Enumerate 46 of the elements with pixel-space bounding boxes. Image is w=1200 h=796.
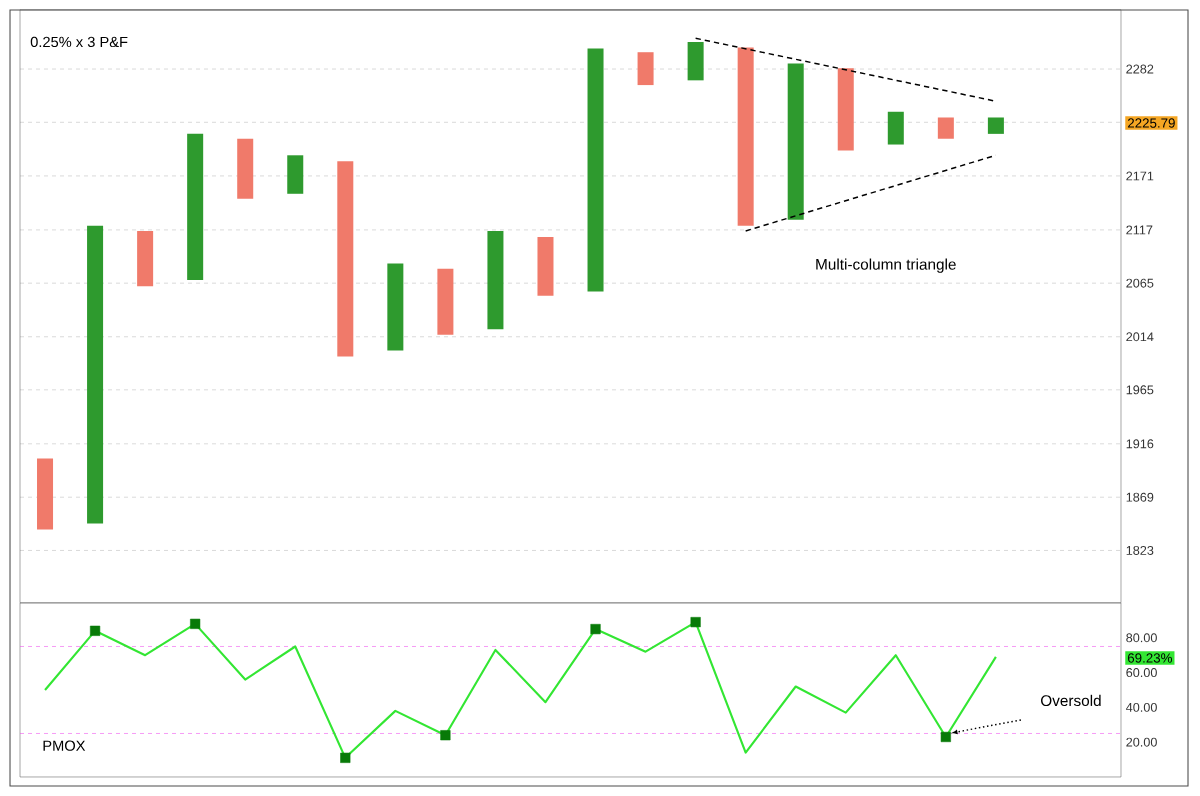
- y-tick-label: 1916: [1126, 439, 1154, 449]
- y-tick-label: 2171: [1126, 171, 1154, 181]
- y-tick-label: 1869: [1126, 492, 1154, 502]
- bar: [37, 458, 54, 530]
- text: PMOX: [43, 740, 86, 751]
- text: 69.23%: [1127, 653, 1173, 663]
- bar: [687, 41, 704, 81]
- text: 0.25% x 3 P&F: [30, 36, 128, 48]
- bar: [237, 138, 254, 199]
- bar: [287, 155, 304, 194]
- point: [440, 730, 451, 741]
- y-tick-label: 1965: [1126, 385, 1154, 395]
- bar: [987, 117, 1004, 134]
- annotation: Oversold: [1041, 694, 1101, 707]
- bar: [487, 230, 504, 330]
- bar: [137, 230, 154, 287]
- bar: [837, 68, 854, 151]
- y-tick-label: 40.00: [1126, 702, 1157, 712]
- y-tick-label: 1823: [1126, 545, 1154, 555]
- y-tick-label: 2117: [1126, 225, 1153, 235]
- point: [90, 625, 101, 636]
- bar: [637, 52, 654, 86]
- bar: [387, 263, 404, 351]
- y-tick-label: 60.00: [1126, 668, 1157, 678]
- y-tick-label: 20.00: [1126, 737, 1157, 747]
- bar: [887, 111, 904, 145]
- bar: [537, 237, 554, 296]
- bar: [787, 63, 804, 220]
- bar: [87, 225, 104, 524]
- bar: [437, 268, 454, 335]
- annotation: Multi-column triangle: [816, 258, 956, 273]
- point: [190, 618, 201, 629]
- point: [940, 731, 951, 743]
- text: 2225.79: [1127, 118, 1175, 128]
- point: [340, 752, 351, 763]
- y-tick-label: 80.00: [1126, 633, 1157, 643]
- point: [590, 624, 601, 635]
- bar: [187, 133, 204, 281]
- y-tick-label: 2282: [1126, 64, 1154, 74]
- point: [690, 617, 701, 628]
- y-tick-label: 2065: [1126, 278, 1154, 288]
- bar: [587, 48, 604, 292]
- bar: [737, 47, 754, 226]
- y-tick-label: 2014: [1126, 332, 1154, 342]
- bar: [337, 161, 354, 357]
- bar: [937, 117, 954, 139]
